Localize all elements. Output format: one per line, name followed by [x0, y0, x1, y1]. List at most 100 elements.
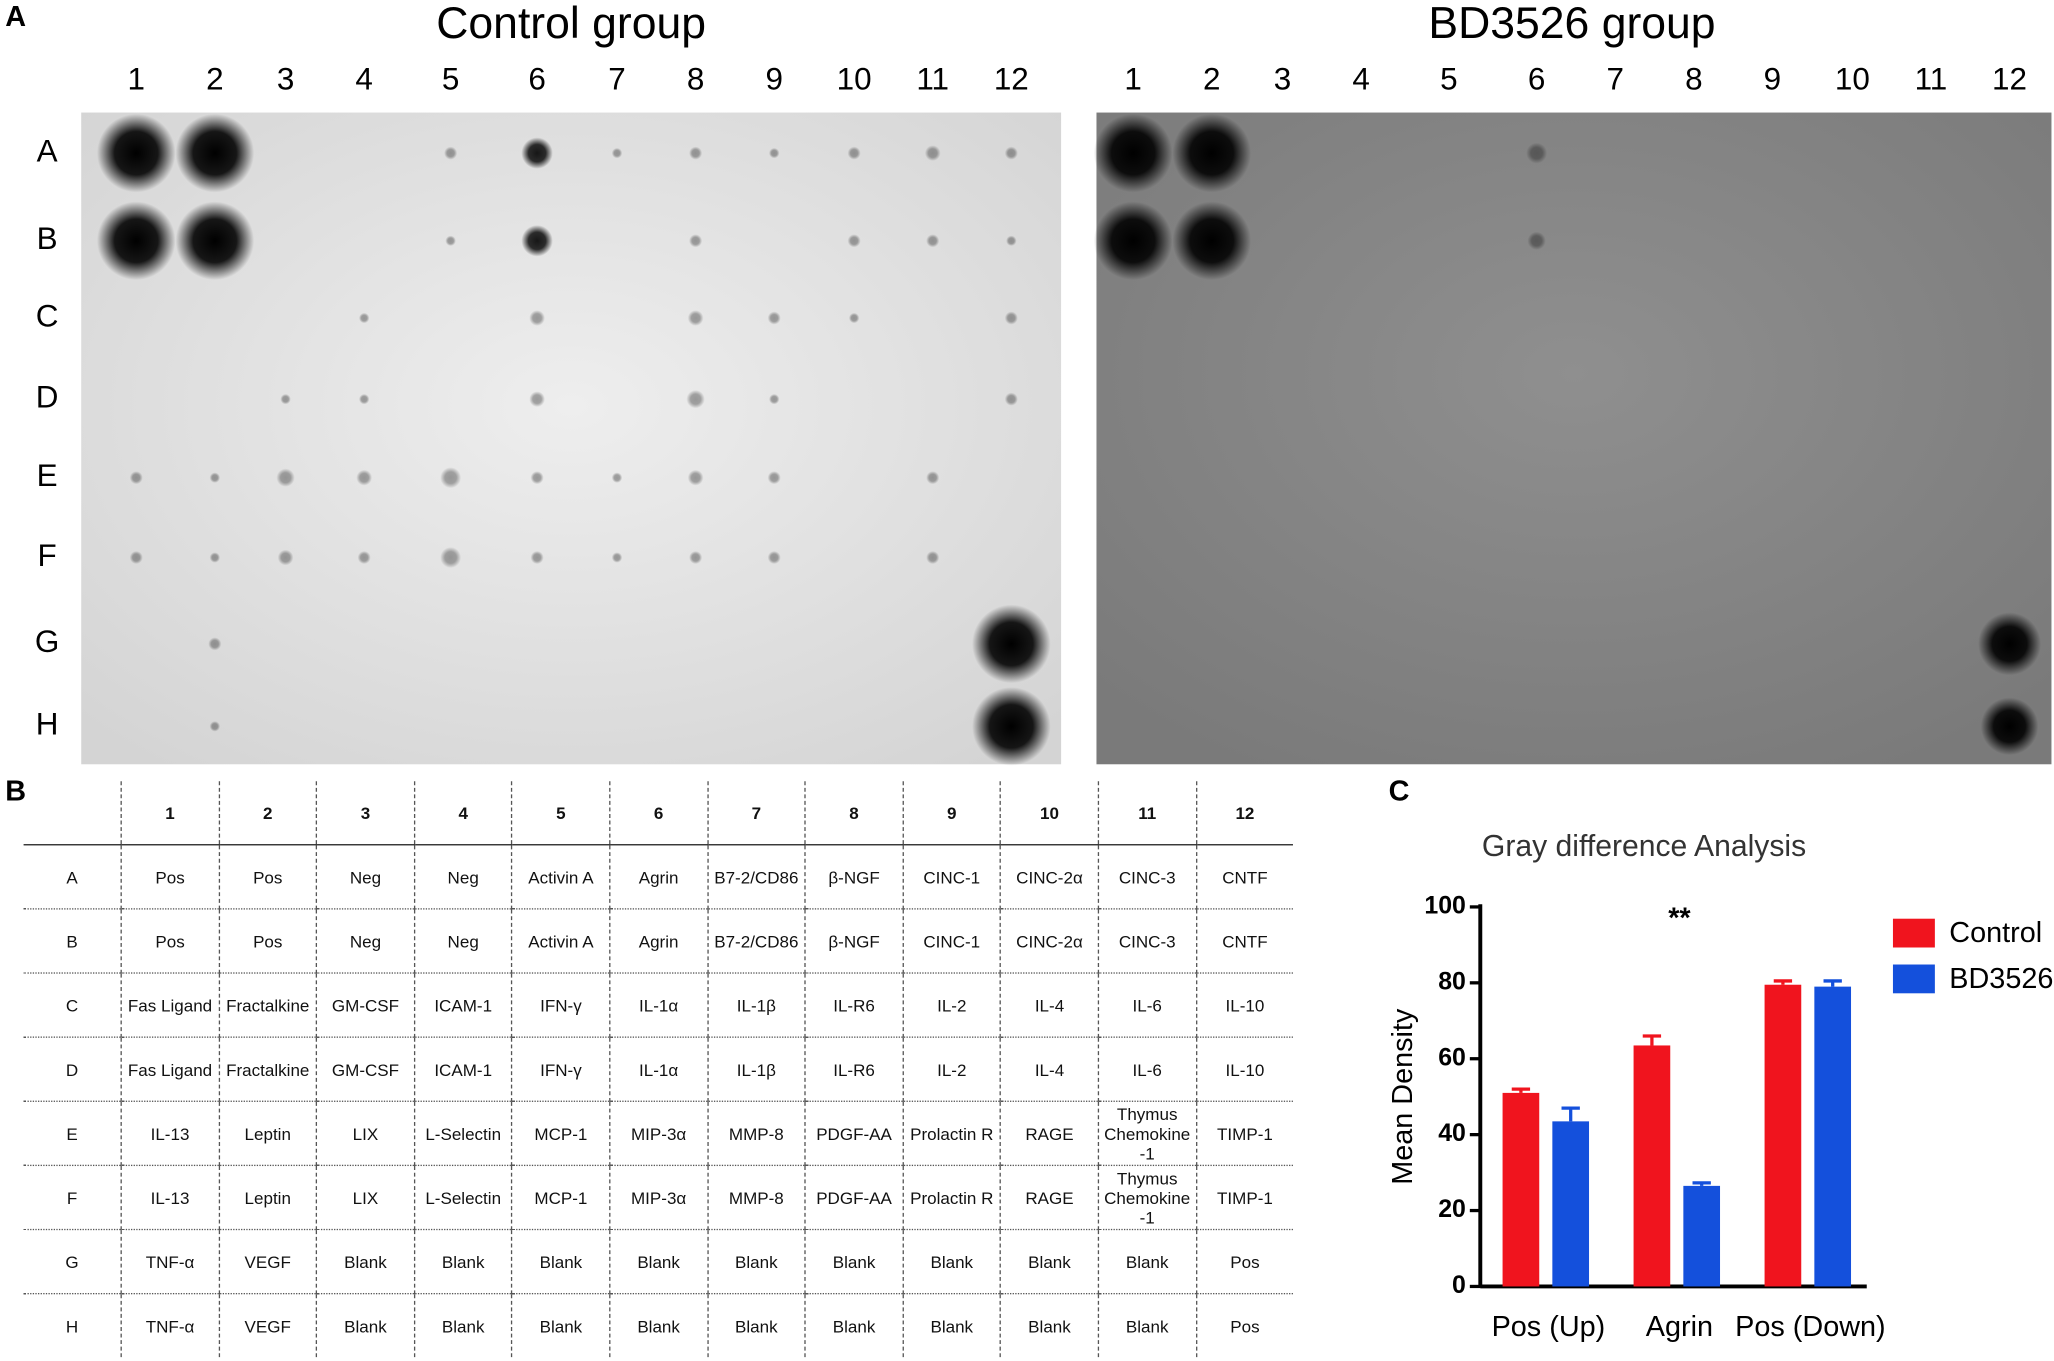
column-header: 3: [315, 781, 415, 846]
column-header: 9: [902, 781, 1001, 846]
table-cell: IL-1β: [706, 973, 806, 1038]
table-cell: TIMP-1: [1195, 1101, 1294, 1167]
column-header: 7: [706, 781, 806, 846]
row-label: B: [37, 221, 58, 256]
table-cell: CINC-2α: [999, 844, 1099, 910]
table-cell: IL-6: [1097, 973, 1197, 1038]
blot-title: BD3526 group: [1428, 0, 1715, 48]
table-row: C Fas Ligand Fractalkine GM-CSF ICAM-1 IFN-γ I…: [23, 973, 1294, 1038]
annotation: **: [1668, 903, 1691, 935]
table-cell: β-NGF: [804, 844, 903, 910]
table-cell: IL-4: [999, 973, 1099, 1038]
membrane-spot: [208, 637, 222, 651]
table-cell: Pos: [120, 908, 219, 974]
row-label: F: [38, 538, 57, 573]
table-cell: CINC-1: [902, 844, 1001, 910]
table-cell: Activin A: [511, 844, 610, 910]
table-cell: VEGF: [218, 1293, 317, 1358]
membrane-spot: [847, 234, 861, 248]
table-cell: B7-2/CD86: [706, 908, 806, 974]
membrane-spot: [767, 471, 781, 485]
bar: [1552, 1121, 1590, 1287]
table-cell: LIX: [315, 1101, 415, 1167]
table-cell: IL-13: [120, 1101, 219, 1167]
membrane-spot: [972, 604, 1051, 684]
row-label: H: [36, 707, 59, 742]
table-cell: Neg: [413, 908, 513, 974]
table-cell: MMP-8: [706, 1101, 806, 1167]
table-row: G TNF-α VEGF Blank Blank Blank Blank Blank Blank…: [23, 1229, 1294, 1295]
membrane-spot: [687, 469, 704, 486]
legend-label: BD3526: [1949, 963, 2053, 995]
table-cell: IL-R6: [804, 973, 903, 1038]
table-cell: ICAM-1: [413, 973, 513, 1038]
membrane-spot: [521, 225, 553, 257]
column-label: 11: [1915, 61, 1948, 96]
table-row: B Pos Pos Neg Neg Activin A Agrin B7-2/CD86 β-NG…: [23, 908, 1294, 974]
membrane-spot: [96, 113, 176, 193]
column-header: 6: [609, 781, 708, 846]
y-tick-label: 40: [1438, 1119, 1466, 1147]
column-label: 12: [1992, 61, 2027, 96]
bar: [1502, 1092, 1540, 1287]
table-row: E IL-13 Leptin LIX L-Selectin MCP-1 MIP-3α MMP-…: [23, 1101, 1294, 1167]
membrane-spot: [280, 393, 291, 405]
table-cell: IL-13: [120, 1165, 219, 1231]
column-header: 1: [120, 781, 219, 846]
membrane-spot: [1980, 697, 2039, 756]
table-cell: Blank: [609, 1229, 708, 1295]
table-cell: PDGF-AA: [804, 1165, 903, 1231]
membrane-spot: [687, 310, 704, 326]
table-cell: Fractalkine: [218, 1037, 317, 1102]
membrane-spot: [357, 550, 371, 565]
membrane-spot: [848, 312, 860, 324]
membrane-spot: [689, 550, 703, 565]
membrane-spot: [530, 471, 544, 485]
membrane-spot: [209, 721, 221, 732]
membrane-spot: [1004, 311, 1018, 325]
bar: [1683, 1185, 1721, 1287]
table-cell: GM-CSF: [315, 973, 415, 1038]
column-label: 5: [1440, 61, 1457, 96]
row-header: H: [65, 1315, 79, 1336]
table-cell: MIP-3α: [609, 1101, 708, 1167]
table-cell: LIX: [315, 1165, 415, 1231]
column-header: 12: [1195, 781, 1294, 846]
table-cell: Leptin: [218, 1165, 317, 1231]
table-header-row: 1 2 3 4 5 6 7 8 9 10 11 12: [23, 781, 1294, 846]
column-label: 1: [1124, 61, 1141, 96]
table-row: D Fas Ligand Fractalkine GM-CSF ICAM-1 IFN-γ I…: [23, 1037, 1294, 1102]
membrane-spot: [440, 547, 462, 568]
table-cell: Pos: [218, 844, 317, 910]
row-label: G: [35, 624, 59, 659]
membrane-spot: [1093, 201, 1173, 281]
row-header: G: [23, 1229, 122, 1295]
table-cell: IL-6: [1097, 1037, 1197, 1102]
row-header: C: [23, 973, 122, 1038]
table-cell: Blank: [706, 1229, 806, 1295]
table-cell: IL-1α: [609, 973, 708, 1038]
table-cell: Neg: [413, 844, 513, 910]
corner-cell: [23, 781, 122, 846]
table-cell: CINC-3: [1097, 844, 1197, 910]
row-header: F: [23, 1165, 122, 1231]
membrane-spot: [768, 147, 780, 159]
membrane-spot: [445, 235, 456, 247]
column-label: 4: [355, 61, 372, 96]
table-cell: Blank: [902, 1229, 1001, 1295]
table-cell: Blank: [315, 1229, 415, 1295]
table-row: H TNF-α VEGF Blank Blank Blank Blank Blank Blank…: [24, 1293, 1294, 1358]
panel-label: B: [5, 776, 26, 808]
table-cell: IL-4: [999, 1037, 1099, 1102]
membrane-spot: [529, 391, 545, 408]
table-cell: VEGF: [218, 1229, 317, 1295]
y-axis-label: Mean Density: [1387, 1008, 1419, 1185]
membrane-spot: [767, 550, 781, 565]
table-cell: IFN-γ: [511, 973, 610, 1038]
row-header: D: [23, 1037, 122, 1102]
column-label: 6: [528, 61, 545, 96]
row-header: B: [23, 908, 122, 974]
chart-title: Gray difference Analysis: [1482, 830, 1806, 863]
